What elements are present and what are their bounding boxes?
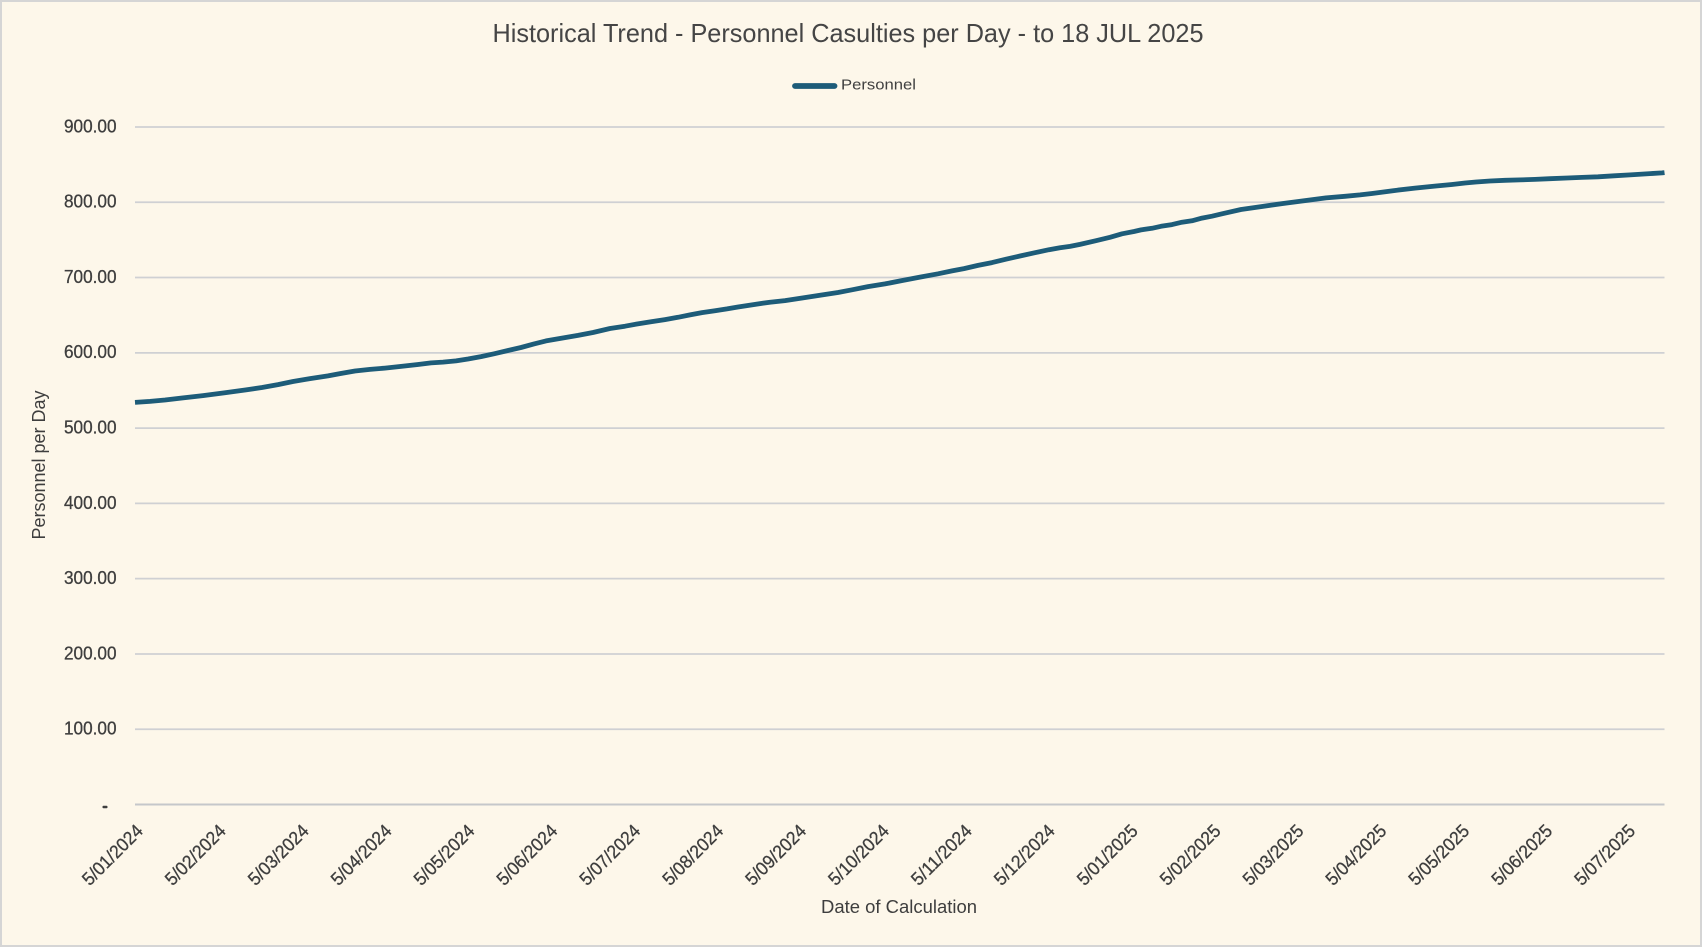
svg-text:Date of Calculation: Date of Calculation — [821, 896, 977, 917]
svg-text:100.00: 100.00 — [64, 718, 117, 739]
svg-text:500.00: 500.00 — [64, 417, 117, 438]
svg-text:600.00: 600.00 — [64, 341, 117, 362]
svg-text:300.00: 300.00 — [64, 567, 117, 588]
svg-text:5/03/2025: 5/03/2025 — [1238, 820, 1307, 889]
svg-text:5/10/2024: 5/10/2024 — [824, 820, 893, 889]
svg-text:5/01/2024: 5/01/2024 — [78, 820, 147, 889]
svg-text:5/04/2024: 5/04/2024 — [326, 820, 395, 889]
svg-text:5/12/2024: 5/12/2024 — [990, 820, 1059, 889]
svg-text:900.00: 900.00 — [64, 115, 117, 136]
svg-text:5/06/2025: 5/06/2025 — [1487, 820, 1556, 889]
svg-text:5/03/2024: 5/03/2024 — [243, 820, 312, 889]
svg-text:5/06/2024: 5/06/2024 — [492, 820, 561, 889]
svg-text:5/04/2025: 5/04/2025 — [1321, 820, 1390, 889]
svg-text:400.00: 400.00 — [64, 492, 117, 513]
svg-text:5/02/2025: 5/02/2025 — [1155, 820, 1224, 889]
svg-text:5/05/2025: 5/05/2025 — [1404, 820, 1473, 889]
svg-text:5/08/2024: 5/08/2024 — [658, 820, 727, 889]
svg-text:700.00: 700.00 — [64, 266, 117, 287]
svg-text:5/11/2024: 5/11/2024 — [907, 820, 976, 889]
svg-text:5/07/2025: 5/07/2025 — [1570, 820, 1639, 889]
svg-text:5/09/2024: 5/09/2024 — [741, 820, 810, 889]
svg-text:Personnel per Day: Personnel per Day — [28, 390, 49, 540]
svg-text:5/02/2024: 5/02/2024 — [161, 820, 230, 889]
svg-text:Historical Trend - Personnel C: Historical Trend - Personnel Casulties p… — [493, 18, 1204, 48]
svg-text:Personnel: Personnel — [841, 77, 916, 94]
svg-text:5/01/2025: 5/01/2025 — [1072, 820, 1141, 889]
svg-text:800.00: 800.00 — [64, 191, 117, 212]
svg-text:5/07/2024: 5/07/2024 — [575, 820, 644, 889]
svg-text:200.00: 200.00 — [64, 642, 117, 663]
svg-text:5/05/2024: 5/05/2024 — [409, 820, 478, 889]
